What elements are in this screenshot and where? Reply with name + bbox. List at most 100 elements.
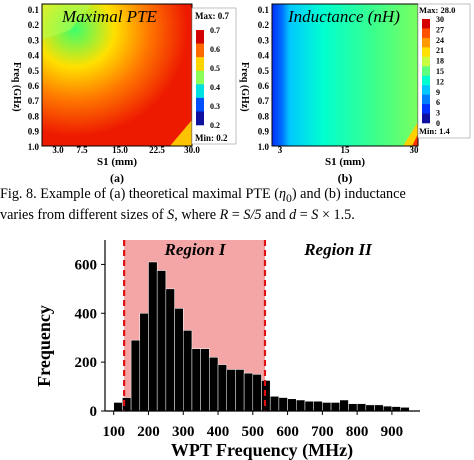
colorbar-tick-label: 0.7 [210, 26, 220, 35]
histogram-bar [365, 404, 375, 412]
y-tick-label: 0.1 [258, 5, 270, 15]
y-tick-label: 0.2 [28, 20, 40, 30]
x-tick-label: 800 [346, 424, 369, 440]
histogram-bar [217, 364, 227, 412]
panel-b-colorbar-min: Min: 1.4 [419, 126, 450, 136]
panel-b-title: Inductance (nH) [287, 7, 400, 26]
caption-var: S [311, 206, 319, 223]
colorbar-tick-label: 30 [436, 15, 444, 24]
colorbar-swatch [422, 28, 430, 39]
colorbar-tick-label: 12 [436, 77, 444, 86]
panel-b-colorbar-max: Max: 28.0 [419, 5, 455, 15]
histogram-bar [252, 374, 262, 412]
colorbar-tick-label: 15 [436, 67, 444, 76]
panel-b-ylabel: Freq (GHz) [239, 62, 250, 112]
y-tick-label: 200 [75, 355, 98, 371]
caption-eta-sub: 0 [285, 190, 292, 205]
heatmap-b-field [272, 4, 418, 146]
heatmap-b-corner-hot [412, 134, 418, 146]
histogram-bar [209, 357, 219, 412]
x-tick-label: 15 [341, 145, 351, 155]
caption-text: , where [174, 206, 220, 223]
x-tick-label: 400 [207, 424, 230, 440]
panel-b-y-ticks: 0.1 0.2 0.3 0.4 0.5 0.6 0.7 0.8 0.9 1.0 [258, 5, 270, 152]
colorbar-tick-label: 9 [436, 88, 440, 97]
y-tick-label: 600 [75, 257, 98, 273]
colorbar-tick-label: 0.3 [210, 102, 220, 111]
histogram-bar [278, 397, 288, 412]
wpt-frequency-histogram: 100 200 300 400 500 600 700 800 900 0 200 400 600 R… [34, 240, 420, 460]
histogram-bar [296, 399, 306, 412]
histogram-bar [235, 369, 245, 412]
caption-text: ) and (b) inductance [291, 186, 406, 202]
x-tick-label: 22.5 [149, 145, 165, 155]
histogram-bar [174, 308, 184, 412]
caption-line-1: Fig. 8. Example of (a) theoretical maxim… [0, 186, 474, 207]
region-2-label: Region II [303, 240, 373, 259]
histogram-bar [226, 369, 236, 412]
colorbar-tick-label: 0.6 [210, 45, 220, 54]
y-tick-label: 0.4 [28, 51, 40, 61]
histogram-bar [348, 403, 358, 412]
histogram-bar [356, 403, 367, 412]
y-tick-label: 0.9 [258, 127, 270, 137]
x-tick-label: 500 [242, 424, 265, 440]
y-tick-label: 0.5 [258, 66, 270, 76]
x-tick-label: 900 [381, 424, 404, 440]
y-tick-label: 1.0 [258, 142, 270, 152]
colorbar-swatch [196, 111, 204, 126]
colorbar-tick-label: 3 [436, 109, 440, 118]
histogram-bar [339, 399, 349, 412]
heatmap-b-corner [403, 122, 418, 146]
colorbar-tick-label: 0.4 [210, 83, 220, 92]
x-tick-label: 3.0 [52, 145, 64, 155]
colorbar-swatch [196, 57, 204, 72]
colorbar-swatch [196, 70, 204, 85]
colorbar-swatch [422, 113, 430, 124]
panel-a-colorbar-max: Max: 0.7 [195, 11, 229, 21]
y-tick-label: 0.7 [28, 96, 40, 106]
colorbar-swatch [422, 19, 430, 29]
panel-b-x-ticks: 3 15 30 [278, 145, 419, 155]
histogram-bar [330, 402, 340, 412]
colorbar-swatch [196, 30, 204, 44]
heatmap-a-corner [170, 120, 192, 146]
x-tick-label: 7.5 [76, 145, 88, 155]
caption-text: varies from different sizes of [0, 206, 168, 223]
x-tick-label: 700 [311, 424, 334, 440]
panel-a-x-ticks: 3.0 7.5 15.0 22.5 30.0 [52, 145, 200, 155]
histogram-bar [130, 339, 141, 412]
caption-text: × 1.5. [318, 206, 355, 223]
panel-b-sublabel: (b) [338, 171, 353, 185]
histogram-xlabel: WPT Frequency (MHz) [171, 440, 353, 460]
panel-b-heatmap: Inductance (nH) 0.1 0.2 0.3 0.4 0.5 0.6 0.7 0.8… [239, 3, 471, 185]
y-tick-label: 0.4 [258, 51, 270, 61]
histogram-bar [156, 270, 167, 412]
x-tick-label: 100 [102, 424, 125, 440]
colorbar-swatch [422, 47, 430, 58]
x-tick-label: 30.0 [184, 145, 200, 155]
caption-text: Fig. 8. Example of (a) theoretical maxim… [0, 186, 279, 202]
y-tick-label: 0 [90, 404, 98, 420]
caption-eta: η [278, 186, 286, 202]
x-tick-label: 600 [276, 424, 299, 440]
panel-a-ylabel: Freq (GHz) [11, 62, 22, 112]
caption-var: S [167, 206, 175, 223]
colorbar-swatch [422, 94, 430, 105]
colorbar-swatch [422, 66, 430, 77]
y-tick-label: 400 [75, 306, 98, 322]
colorbar-swatch [196, 84, 204, 99]
histogram-bar [322, 402, 332, 412]
caption-line-2: varies from different sizes of S, where … [0, 207, 474, 224]
colorbar-swatch [196, 43, 204, 58]
panel-a-sublabel: (a) [110, 171, 124, 185]
histogram-bar [269, 396, 280, 412]
colorbar-tick-label: 27 [436, 25, 444, 34]
y-tick-label: 0.6 [258, 81, 270, 91]
panel-a-title: Maximal PTE [61, 7, 158, 26]
y-tick-label: 0.1 [28, 5, 40, 15]
histogram-bar [139, 313, 149, 412]
colorbar-swatch [422, 75, 430, 86]
caption-text: = [228, 206, 244, 223]
